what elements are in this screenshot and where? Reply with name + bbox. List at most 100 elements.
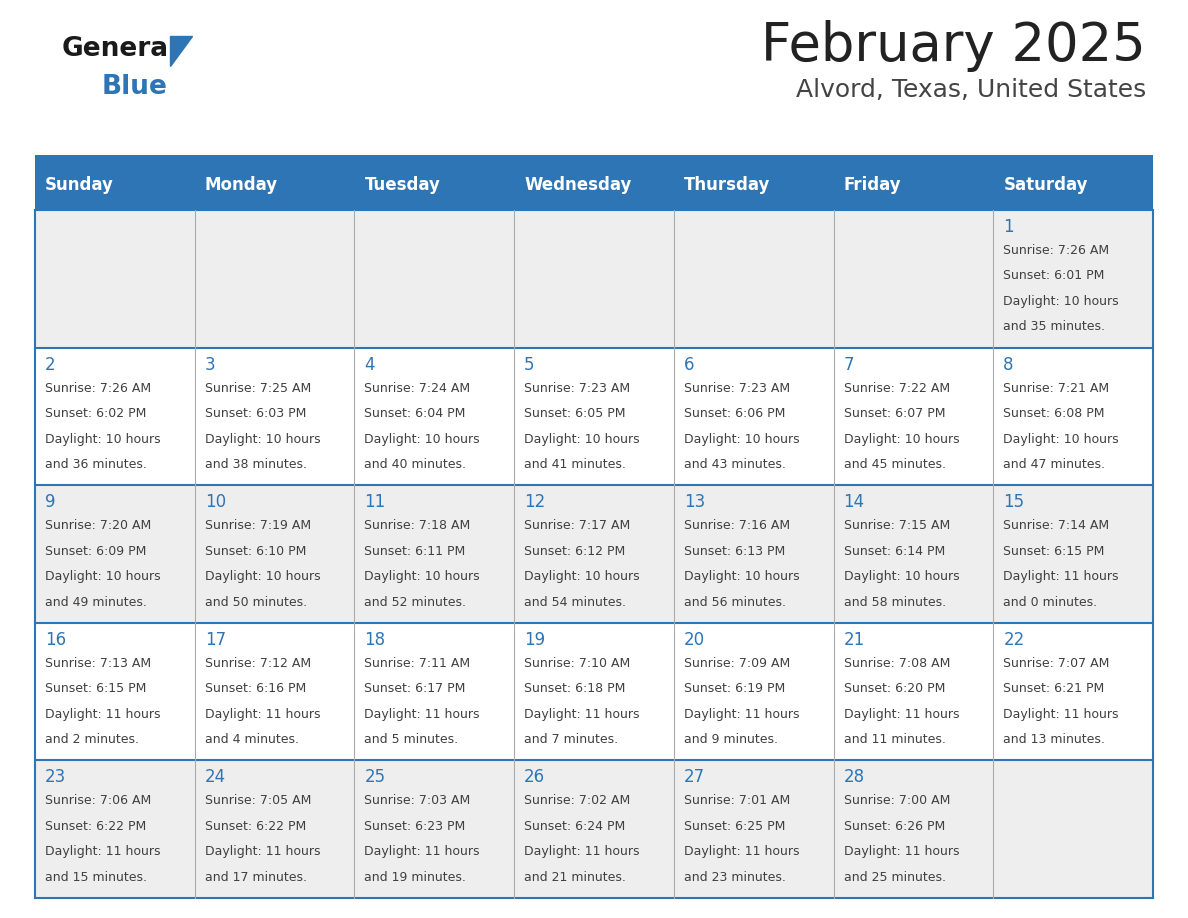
Text: Daylight: 11 hours: Daylight: 11 hours	[684, 845, 800, 858]
Text: Daylight: 10 hours: Daylight: 10 hours	[45, 570, 160, 583]
Text: Sunset: 6:14 PM: Sunset: 6:14 PM	[843, 544, 944, 557]
Text: Sunset: 6:23 PM: Sunset: 6:23 PM	[365, 820, 466, 833]
Text: Sunset: 6:25 PM: Sunset: 6:25 PM	[684, 820, 785, 833]
Text: and 45 minutes.: and 45 minutes.	[843, 458, 946, 471]
Text: 10: 10	[204, 493, 226, 511]
Text: Sunrise: 7:07 AM: Sunrise: 7:07 AM	[1004, 656, 1110, 670]
Text: Sunrise: 7:24 AM: Sunrise: 7:24 AM	[365, 382, 470, 395]
Text: Sunrise: 7:21 AM: Sunrise: 7:21 AM	[1004, 382, 1110, 395]
Text: and 50 minutes.: and 50 minutes.	[204, 596, 307, 609]
Text: 24: 24	[204, 768, 226, 787]
Text: Sunrise: 7:17 AM: Sunrise: 7:17 AM	[524, 520, 631, 532]
Text: 4: 4	[365, 355, 375, 374]
Text: 23: 23	[45, 768, 67, 787]
Text: and 2 minutes.: and 2 minutes.	[45, 733, 139, 746]
Text: Daylight: 10 hours: Daylight: 10 hours	[524, 432, 640, 445]
Text: Sunset: 6:12 PM: Sunset: 6:12 PM	[524, 544, 625, 557]
Text: Sunset: 6:09 PM: Sunset: 6:09 PM	[45, 544, 146, 557]
Text: and 13 minutes.: and 13 minutes.	[1004, 733, 1105, 746]
Text: Monday: Monday	[204, 176, 278, 194]
Text: Blue: Blue	[102, 74, 168, 100]
Text: Daylight: 10 hours: Daylight: 10 hours	[365, 570, 480, 583]
Text: Sunrise: 7:00 AM: Sunrise: 7:00 AM	[843, 794, 950, 808]
Text: Sunrise: 7:23 AM: Sunrise: 7:23 AM	[684, 382, 790, 395]
Text: Sunset: 6:04 PM: Sunset: 6:04 PM	[365, 407, 466, 420]
Text: Sunrise: 7:18 AM: Sunrise: 7:18 AM	[365, 520, 470, 532]
Text: and 35 minutes.: and 35 minutes.	[1004, 320, 1105, 333]
Text: and 4 minutes.: and 4 minutes.	[204, 733, 298, 746]
Text: Daylight: 11 hours: Daylight: 11 hours	[843, 708, 959, 721]
Text: and 17 minutes.: and 17 minutes.	[204, 871, 307, 884]
Text: February 2025: February 2025	[762, 20, 1146, 72]
Text: Sunset: 6:19 PM: Sunset: 6:19 PM	[684, 682, 785, 695]
Text: 8: 8	[1004, 355, 1013, 374]
Text: Daylight: 11 hours: Daylight: 11 hours	[45, 845, 160, 858]
Text: Daylight: 11 hours: Daylight: 11 hours	[1004, 708, 1119, 721]
Text: Daylight: 10 hours: Daylight: 10 hours	[684, 570, 800, 583]
Text: and 11 minutes.: and 11 minutes.	[843, 733, 946, 746]
Text: Sunrise: 7:06 AM: Sunrise: 7:06 AM	[45, 794, 151, 808]
Text: and 41 minutes.: and 41 minutes.	[524, 458, 626, 471]
Bar	[34, 155, 1154, 160]
Text: Sunset: 6:16 PM: Sunset: 6:16 PM	[204, 682, 307, 695]
Text: Sunrise: 7:16 AM: Sunrise: 7:16 AM	[684, 520, 790, 532]
Polygon shape	[170, 36, 192, 66]
Text: 5: 5	[524, 355, 535, 374]
Text: Sunrise: 7:01 AM: Sunrise: 7:01 AM	[684, 794, 790, 808]
Text: Sunset: 6:15 PM: Sunset: 6:15 PM	[45, 682, 146, 695]
Text: Sunrise: 7:26 AM: Sunrise: 7:26 AM	[1004, 244, 1110, 257]
Text: Sunset: 6:21 PM: Sunset: 6:21 PM	[1004, 682, 1105, 695]
Text: Sunset: 6:07 PM: Sunset: 6:07 PM	[843, 407, 946, 420]
Text: 16: 16	[45, 631, 67, 649]
Text: Sunset: 6:13 PM: Sunset: 6:13 PM	[684, 544, 785, 557]
Text: Sunset: 6:15 PM: Sunset: 6:15 PM	[1004, 544, 1105, 557]
Text: Sunrise: 7:03 AM: Sunrise: 7:03 AM	[365, 794, 470, 808]
Text: 27: 27	[684, 768, 704, 787]
Text: Sunset: 6:22 PM: Sunset: 6:22 PM	[204, 820, 307, 833]
Text: Daylight: 10 hours: Daylight: 10 hours	[45, 432, 160, 445]
Text: and 38 minutes.: and 38 minutes.	[204, 458, 307, 471]
Text: and 5 minutes.: and 5 minutes.	[365, 733, 459, 746]
Text: 3: 3	[204, 355, 215, 374]
Text: Daylight: 11 hours: Daylight: 11 hours	[1004, 570, 1119, 583]
Text: 2: 2	[45, 355, 56, 374]
Text: 22: 22	[1004, 631, 1024, 649]
Text: Sunset: 6:24 PM: Sunset: 6:24 PM	[524, 820, 625, 833]
Text: Daylight: 10 hours: Daylight: 10 hours	[365, 432, 480, 445]
Text: Daylight: 11 hours: Daylight: 11 hours	[524, 845, 639, 858]
Text: Sunrise: 7:10 AM: Sunrise: 7:10 AM	[524, 656, 631, 670]
Text: 12: 12	[524, 493, 545, 511]
Text: 1: 1	[1004, 218, 1013, 236]
Text: 7: 7	[843, 355, 854, 374]
Bar	[34, 210, 1154, 348]
Text: 19: 19	[524, 631, 545, 649]
Text: Daylight: 11 hours: Daylight: 11 hours	[843, 845, 959, 858]
Text: Daylight: 10 hours: Daylight: 10 hours	[843, 570, 959, 583]
Text: Sunset: 6:11 PM: Sunset: 6:11 PM	[365, 544, 466, 557]
Text: and 36 minutes.: and 36 minutes.	[45, 458, 147, 471]
Text: Daylight: 11 hours: Daylight: 11 hours	[684, 708, 800, 721]
Text: Sunrise: 7:23 AM: Sunrise: 7:23 AM	[524, 382, 631, 395]
Text: Tuesday: Tuesday	[365, 176, 441, 194]
Text: Wednesday: Wednesday	[524, 176, 632, 194]
Text: and 9 minutes.: and 9 minutes.	[684, 733, 778, 746]
Text: and 19 minutes.: and 19 minutes.	[365, 871, 467, 884]
Bar	[34, 160, 1154, 210]
Text: Sunset: 6:05 PM: Sunset: 6:05 PM	[524, 407, 626, 420]
Text: Sunrise: 7:26 AM: Sunrise: 7:26 AM	[45, 382, 151, 395]
Text: Sunset: 6:03 PM: Sunset: 6:03 PM	[204, 407, 307, 420]
Bar	[34, 760, 1154, 898]
Text: and 0 minutes.: and 0 minutes.	[1004, 596, 1098, 609]
Text: 13: 13	[684, 493, 706, 511]
Text: Sunrise: 7:08 AM: Sunrise: 7:08 AM	[843, 656, 950, 670]
Text: Sunrise: 7:05 AM: Sunrise: 7:05 AM	[204, 794, 311, 808]
Text: Saturday: Saturday	[1004, 176, 1088, 194]
Text: 25: 25	[365, 768, 386, 787]
Text: 21: 21	[843, 631, 865, 649]
Text: and 49 minutes.: and 49 minutes.	[45, 596, 147, 609]
Text: Friday: Friday	[843, 176, 902, 194]
Text: Daylight: 10 hours: Daylight: 10 hours	[204, 570, 321, 583]
Text: Sunset: 6:18 PM: Sunset: 6:18 PM	[524, 682, 626, 695]
Text: and 52 minutes.: and 52 minutes.	[365, 596, 467, 609]
Text: Daylight: 10 hours: Daylight: 10 hours	[1004, 295, 1119, 308]
